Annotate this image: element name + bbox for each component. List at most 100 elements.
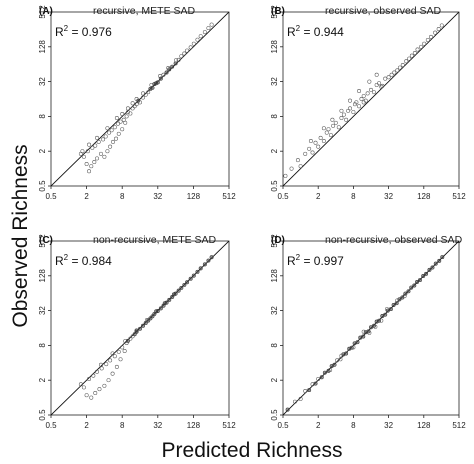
x-tick-label: 512 (222, 192, 236, 201)
data-point (170, 295, 175, 299)
data-point (111, 139, 116, 144)
data-point (359, 97, 364, 101)
plot-frame (282, 240, 460, 416)
data-point (188, 276, 193, 281)
data-point (141, 323, 145, 328)
data-point (328, 133, 333, 138)
data-point (102, 154, 107, 159)
x-tick-label: 0.5 (45, 192, 57, 201)
data-point (424, 271, 429, 276)
data-point (78, 382, 83, 387)
data-point (289, 166, 294, 171)
data-point (185, 280, 190, 285)
data-point (121, 117, 126, 122)
y-tick-label: 0.5 (38, 180, 47, 192)
x-axis-label: Predicted Richness (162, 439, 343, 462)
r-squared-label: R2 = 0.976 (55, 24, 112, 39)
data-point (99, 366, 104, 371)
data-point (122, 349, 127, 353)
data-point (102, 383, 107, 388)
data-point (328, 368, 333, 372)
x-tick-label: 32 (384, 192, 393, 201)
y-tick-label: 2 (270, 148, 279, 153)
data-point (321, 126, 326, 131)
data-point (361, 100, 366, 105)
data-point (417, 278, 422, 283)
data-point (400, 295, 405, 300)
panel-d: (D) non-recursive, observed SAD R2 = 0.997… (270, 234, 466, 430)
data-point (188, 45, 193, 50)
x-tick-label: 2 (84, 192, 89, 201)
data-point (206, 26, 211, 31)
data-point (161, 72, 166, 77)
data-point (348, 106, 352, 111)
data-point (348, 98, 352, 103)
data-point (313, 381, 318, 386)
y-tick-label: 128 (270, 269, 279, 283)
x-tick-label: 2 (84, 421, 89, 430)
data-point (185, 48, 190, 53)
y-tick-label: 512 (270, 234, 279, 248)
data-point (89, 164, 94, 169)
data-point (155, 80, 160, 85)
data-point (407, 56, 412, 61)
panels-group: (A) recursive, METE SAD R2 = 0.976 0.5 2 8 32 1… (38, 5, 466, 430)
data-point (138, 326, 142, 331)
x-tick-label: 128 (417, 421, 431, 430)
data-point (303, 389, 308, 393)
data-point (101, 137, 106, 142)
data-point (170, 64, 175, 69)
data-point (108, 144, 113, 149)
data-point (118, 357, 123, 362)
x-tick-label: 32 (153, 192, 162, 201)
data-point (339, 353, 344, 358)
data-point (95, 156, 99, 161)
panel-title: non-recursive, observed SAD (325, 234, 463, 246)
data-point (395, 298, 400, 303)
data-point (95, 369, 99, 374)
data-point (97, 387, 102, 392)
data-point (120, 127, 125, 132)
data-point (373, 324, 378, 329)
y-tick-label: 0.5 (270, 409, 279, 421)
data-point (209, 22, 214, 27)
data-point (351, 345, 356, 350)
x-tick-label: 128 (187, 421, 201, 430)
data-point (106, 378, 111, 383)
data-point (421, 274, 426, 278)
data-point (318, 135, 323, 140)
data-point (412, 283, 417, 288)
data-point (316, 377, 321, 381)
data-point (365, 91, 370, 96)
data-point (357, 104, 362, 109)
data-point (130, 334, 135, 339)
x-tick-label: 2 (316, 421, 321, 430)
data-point (116, 131, 121, 136)
data-point (103, 134, 108, 139)
data-point (166, 66, 171, 70)
data-point (104, 362, 109, 367)
data-point (105, 126, 110, 131)
data-point (433, 261, 438, 266)
data-point (404, 59, 409, 64)
data-point (116, 121, 121, 126)
data-point (173, 61, 178, 66)
data-point (81, 385, 86, 390)
y-tick-label: 2 (38, 377, 47, 382)
data-point (344, 117, 349, 122)
data-point (110, 351, 115, 356)
data-point (98, 151, 103, 156)
data-point (98, 362, 103, 367)
y-tick-label: 32 (270, 306, 279, 315)
data-point (116, 349, 121, 354)
y-tick-label: 128 (38, 40, 47, 54)
data-point (124, 114, 129, 119)
x-tick-label: 512 (222, 421, 236, 430)
x-tick-label: 0.5 (277, 192, 289, 201)
data-point (114, 116, 119, 120)
data-point (361, 94, 366, 99)
y-tick-label: 512 (38, 5, 47, 19)
data-point (388, 307, 393, 312)
x-tick-label: 512 (452, 192, 466, 201)
data-point (439, 23, 444, 28)
